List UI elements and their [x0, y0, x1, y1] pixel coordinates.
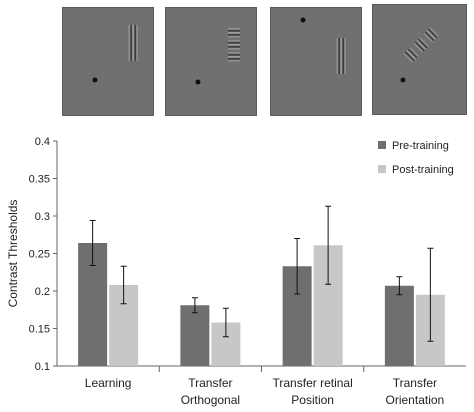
category-label: Orthogonal: [181, 393, 240, 407]
fixation-dot: [300, 17, 306, 23]
category-label: Transfer: [188, 376, 232, 390]
y-tick-label: 0.2: [35, 286, 50, 298]
legend-swatch-0: [378, 141, 386, 149]
legend-swatch-1: [378, 165, 386, 173]
stimulus-panels: [0, 0, 474, 125]
y-axis-label: Contrast Thresholds: [6, 200, 20, 308]
y-tick-label: 0.4: [35, 136, 50, 148]
gabor-patches: [128, 25, 138, 61]
fixation-dot: [92, 77, 98, 83]
stimulus-panel-transfer-orthogonal: [165, 7, 257, 116]
stimulus-panel-transfer-retinal-position: [270, 7, 362, 116]
legend-label: Pre-training: [392, 140, 449, 152]
y-tick-label: 0.1: [35, 361, 50, 373]
category-label: Position: [291, 393, 334, 407]
bar-pre-1: [180, 305, 210, 366]
contrast-threshold-chart: 0.1 0.15 0.2 0.25 0.3 0.35 0.4 Contrast Thresho…: [6, 136, 466, 407]
y-tick-label: 0.25: [29, 249, 50, 261]
fixation-dot: [400, 77, 406, 83]
category-label: Learning: [85, 376, 132, 390]
gabor-patches: [403, 27, 439, 63]
category-label: Orientation: [386, 393, 445, 407]
gabor-patches: [228, 28, 240, 62]
stimulus-panel-transfer-orientation: [372, 4, 467, 115]
bar-pre-3: [384, 285, 414, 366]
legend-label: Post-training: [392, 164, 454, 176]
category-label: Transfer retinal: [273, 376, 353, 390]
y-tick-label: 0.3: [35, 211, 50, 223]
category-label: Transfer: [393, 376, 437, 390]
y-tick-label: 0.15: [29, 324, 50, 336]
fixation-dot: [195, 79, 201, 85]
y-tick-label: 0.35: [29, 174, 50, 186]
stimulus-panel-learning: [62, 7, 154, 116]
gabor-patches: [336, 38, 346, 74]
